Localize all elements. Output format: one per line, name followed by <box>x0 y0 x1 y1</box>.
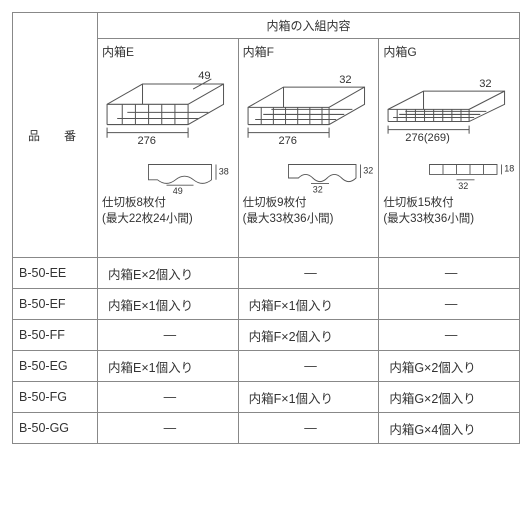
content-cell: 内箱G×2個入り <box>379 351 520 382</box>
box-e-desc2: (最大22枚24小間) <box>102 212 234 228</box>
box-f-cell: 内箱F 276 32 32 32 <box>238 39 379 258</box>
box-g-cell: 内箱G 276(269) 32 <box>379 39 520 258</box>
content-cell: — <box>379 320 520 351</box>
model-cell: B-50-FG <box>13 382 98 413</box>
table-row: B-50-EG内箱E×1個入り—内箱G×2個入り <box>13 351 520 382</box>
box-e-diagram: 276 49 <box>102 62 234 177</box>
content-cell: — <box>238 351 379 382</box>
model-cell: B-50-GG <box>13 413 98 444</box>
box-e-width: 276 <box>137 135 156 147</box>
box-g-divw: 32 <box>458 181 468 191</box>
table-row: B-50-EF内箱E×1個入り内箱F×1個入り— <box>13 289 520 320</box>
model-cell: B-50-EE <box>13 258 98 289</box>
content-cell: 内箱F×1個入り <box>238 289 379 320</box>
box-g-desc2: (最大33枚36小間) <box>383 212 515 228</box>
box-f-height: 32 <box>339 74 351 86</box>
content-cell: — <box>238 258 379 289</box>
box-e-cell: 内箱E 276 49 <box>98 39 239 258</box>
group-title: 内箱の入組内容 <box>266 19 350 33</box>
box-e-desc1: 仕切板8枚付 <box>102 196 234 212</box>
box-e-height: 49 <box>198 70 210 82</box>
table-row: B-50-GG——内箱G×4個入り <box>13 413 520 444</box>
content-cell: 内箱E×1個入り <box>98 289 239 320</box>
spec-table: 品 番 内箱の入組内容 内箱E <box>12 12 520 444</box>
group-title-cell: 内箱の入組内容 <box>98 13 520 39</box>
content-cell: 内箱G×2個入り <box>379 382 520 413</box>
content-cell: 内箱F×2個入り <box>238 320 379 351</box>
box-f-title: 内箱F <box>243 43 375 60</box>
model-cell: B-50-EF <box>13 289 98 320</box>
content-cell: — <box>379 289 520 320</box>
content-cell: — <box>98 413 239 444</box>
box-f-divw: 32 <box>313 184 323 194</box>
model-cell: B-50-EG <box>13 351 98 382</box>
row-label: 品 番 <box>28 129 82 143</box>
box-f-desc1: 仕切板9枚付 <box>243 196 375 212</box>
table-row: B-50-EE内箱E×2個入り—— <box>13 258 520 289</box>
content-cell: 内箱G×4個入り <box>379 413 520 444</box>
model-cell: B-50-FF <box>13 320 98 351</box>
table-row: B-50-FG—内箱F×1個入り内箱G×2個入り <box>13 382 520 413</box>
box-g-title: 内箱G <box>383 43 515 60</box>
content-cell: — <box>379 258 520 289</box>
box-g-desc1: 仕切板15枚付 <box>383 196 515 212</box>
box-e-divw: 49 <box>172 186 182 196</box>
content-cell: 内箱F×1個入り <box>238 382 379 413</box>
content-cell: — <box>238 413 379 444</box>
content-cell: — <box>98 320 239 351</box>
table-row: B-50-FF—内箱F×2個入り— <box>13 320 520 351</box>
box-f-desc2: (最大33枚36小間) <box>243 212 375 228</box>
box-g-diagram: 276(269) 32 <box>383 62 515 177</box>
box-g-height: 32 <box>480 78 492 90</box>
box-g-width: 276(269) <box>406 132 451 144</box>
box-f-diagram: 276 32 <box>243 62 375 177</box>
content-cell: — <box>98 382 239 413</box>
box-f-width: 276 <box>278 135 297 147</box>
content-cell: 内箱E×2個入り <box>98 258 239 289</box>
row-label-cell: 品 番 <box>13 13 98 258</box>
box-e-title: 内箱E <box>102 43 234 60</box>
content-cell: 内箱E×1個入り <box>98 351 239 382</box>
